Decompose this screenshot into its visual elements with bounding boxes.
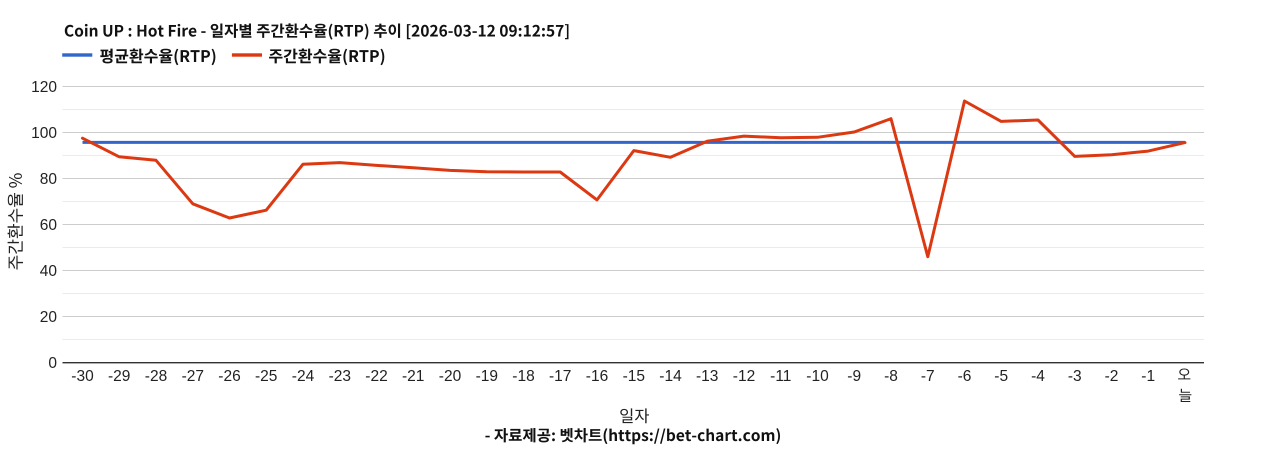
svg-text:100: 100: [31, 125, 57, 142]
svg-text:-28: -28: [145, 368, 167, 385]
svg-text:-8: -8: [884, 368, 898, 385]
svg-text:-7: -7: [921, 368, 935, 385]
svg-text:-14: -14: [659, 368, 682, 385]
svg-text:-9: -9: [847, 368, 861, 385]
svg-text:-24: -24: [292, 368, 315, 385]
svg-text:-12: -12: [733, 368, 755, 385]
svg-text:-17: -17: [549, 368, 571, 385]
svg-text:-29: -29: [108, 368, 130, 385]
svg-text:-10: -10: [806, 368, 829, 385]
svg-text:40: 40: [40, 263, 58, 280]
svg-text:-18: -18: [512, 368, 534, 385]
svg-text:-21: -21: [402, 368, 424, 385]
svg-text:-26: -26: [218, 368, 240, 385]
svg-text:-23: -23: [329, 368, 351, 385]
svg-text:-25: -25: [255, 368, 277, 385]
svg-text:-20: -20: [439, 368, 462, 385]
svg-text:20: 20: [40, 309, 58, 326]
svg-text:-1: -1: [1141, 368, 1155, 385]
svg-text:-13: -13: [696, 368, 718, 385]
svg-text:0: 0: [48, 355, 57, 372]
svg-text:-22: -22: [365, 368, 387, 385]
svg-text:-4: -4: [1031, 368, 1045, 385]
svg-text:60: 60: [40, 217, 58, 234]
svg-text:-6: -6: [958, 368, 972, 385]
svg-text:-30: -30: [71, 368, 94, 385]
svg-text:-5: -5: [994, 368, 1008, 385]
svg-text:-27: -27: [182, 368, 204, 385]
svg-text:-15: -15: [623, 368, 645, 385]
svg-text:-3: -3: [1068, 368, 1082, 385]
svg-text:120: 120: [31, 79, 57, 96]
svg-text:-11: -11: [770, 368, 791, 385]
svg-text:-19: -19: [476, 368, 498, 385]
svg-text:80: 80: [40, 171, 58, 188]
svg-text:-16: -16: [586, 368, 608, 385]
svg-text:-2: -2: [1105, 368, 1119, 385]
